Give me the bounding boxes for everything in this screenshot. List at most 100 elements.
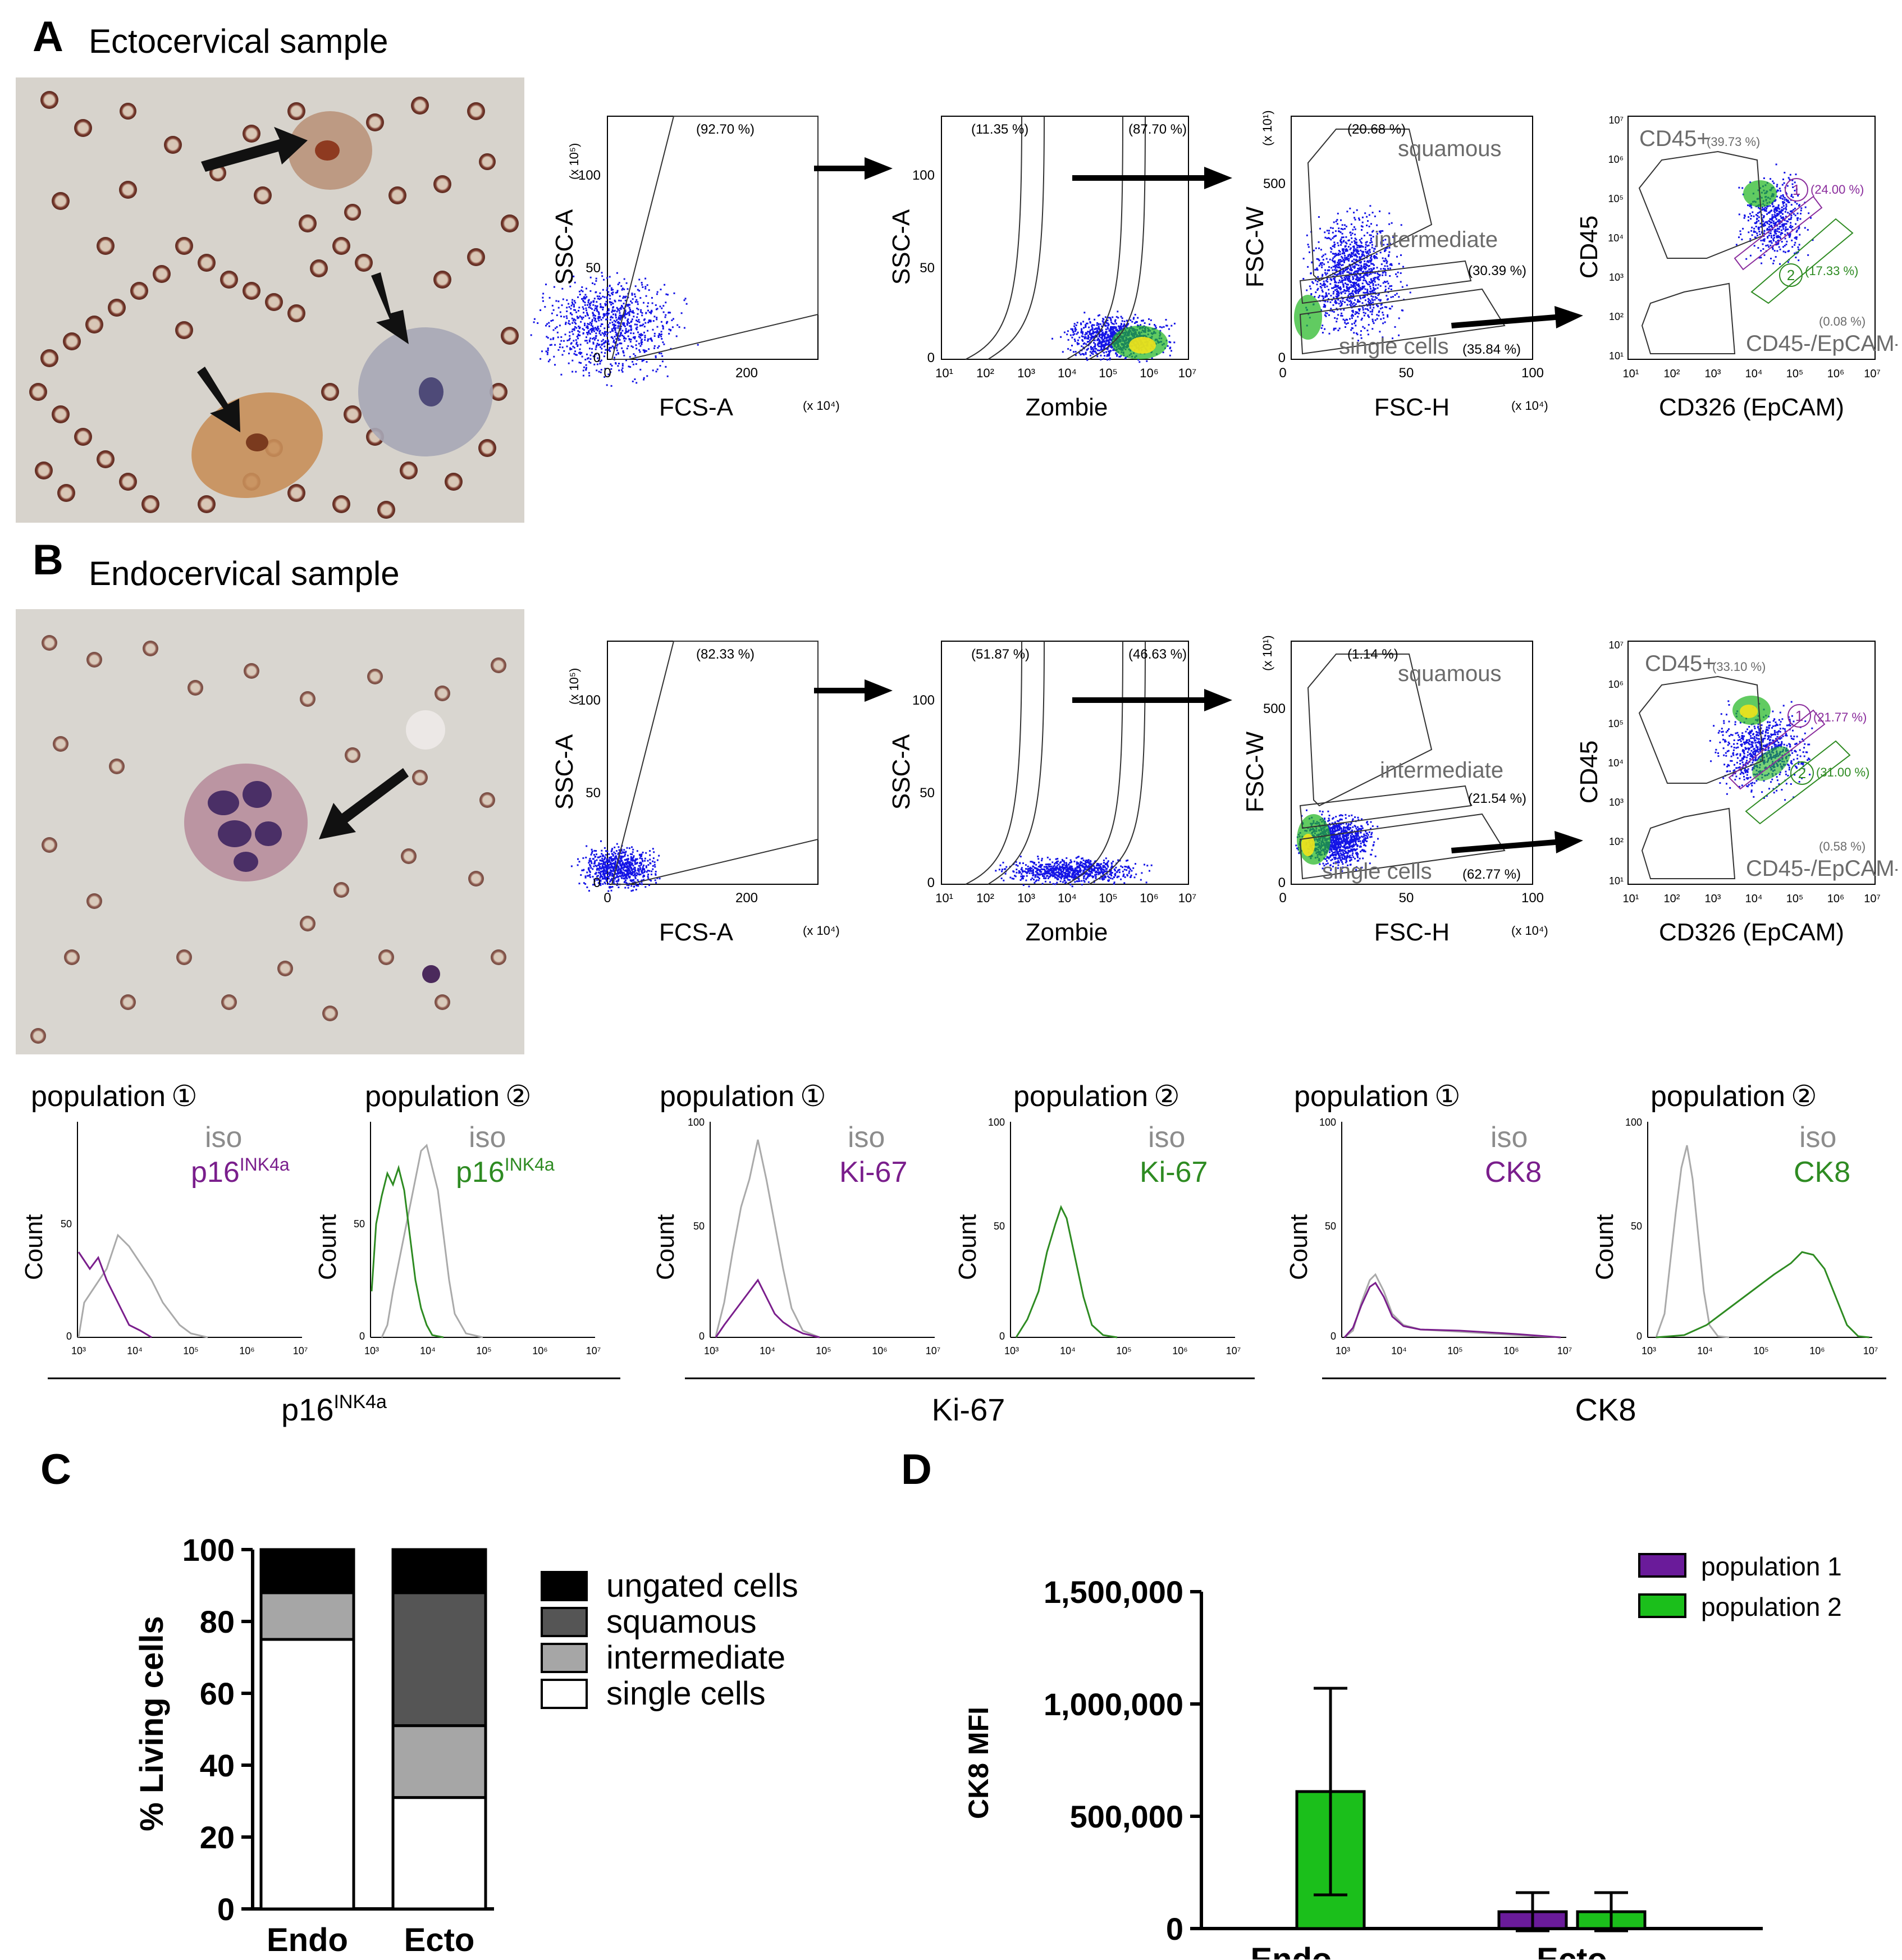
arrow-icon: [319, 768, 409, 839]
tick: 0: [1278, 350, 1286, 365]
x-axis-exponent: (x 10⁴): [1511, 399, 1548, 413]
y-tick-label: 60: [200, 1676, 235, 1711]
y-tick-label: 0: [1166, 1911, 1183, 1947]
legend-swatch: [1638, 1553, 1686, 1578]
y-axis-label: SSC-A: [551, 209, 578, 285]
histogram-panel: population ① iso p16INK4a Count 0 50 10³…: [20, 1080, 1886, 1427]
tick: 10²: [1664, 893, 1680, 905]
histogram-ck8-pop1: population ① iso CK8 Count 0 50 100 10³ …: [1285, 1080, 1572, 1356]
tick: 10⁵: [476, 1345, 491, 1356]
scatter-points: [1709, 700, 1813, 801]
tick: 10⁷: [586, 1345, 601, 1356]
tick: 10⁶: [1827, 368, 1844, 380]
population-marker: ②: [1154, 1080, 1180, 1113]
x-axis-label: CD326 (EpCAM): [1659, 394, 1844, 421]
tick: 10⁴: [1058, 366, 1077, 380]
y-axis-exponent: (x 10¹): [1260, 110, 1274, 146]
gate-percent: (0.08 %): [1819, 314, 1866, 328]
tick: 10³: [71, 1345, 86, 1356]
histogram-title: population: [31, 1080, 166, 1113]
x-axis-exponent: (x 10⁴): [803, 399, 840, 413]
micrograph-endocervical: [16, 609, 524, 1054]
legend-marker: CK8: [1485, 1156, 1542, 1189]
histogram-ki67-pop2: population ② iso Ki-67 Count 0 50 100 10…: [954, 1080, 1241, 1356]
group-label-superscript: INK4a: [333, 1391, 387, 1413]
arrow-icon: [814, 157, 893, 180]
tick: 0: [1636, 1331, 1642, 1342]
x-log-ticks: 10³ 10⁴ 10⁵ 10⁶ 10⁷: [1336, 1345, 1572, 1356]
y-tick-label: 20: [200, 1820, 235, 1855]
tick: 10⁵: [1116, 1345, 1131, 1356]
tick: 100: [688, 1117, 705, 1128]
tick: 10⁵: [1753, 1345, 1768, 1356]
scatter-dots: [995, 856, 1153, 888]
legend-marker: p16INK4a: [191, 1154, 290, 1189]
iso-histogram: [77, 1233, 208, 1338]
plot-b1: (82.33 %) SSC-A (x 10⁵) 0 50 100 0 200 F…: [551, 641, 840, 946]
tick: 10⁶: [1608, 154, 1624, 165]
y-tick-label: 40: [200, 1748, 235, 1783]
tick: 50: [1399, 890, 1414, 906]
tick: 10⁵: [183, 1345, 198, 1356]
scatter-dots: [1735, 163, 1814, 265]
legend-marker: Ki-67: [1140, 1156, 1208, 1189]
tick: 0: [359, 1331, 365, 1342]
tick: 10⁶: [1827, 893, 1844, 905]
arrow-icon: [1072, 167, 1232, 189]
population-marker: ①: [800, 1080, 826, 1113]
panel-letter-a: A: [33, 13, 63, 61]
scatter-dots: [570, 840, 661, 892]
tick: 100: [988, 1117, 1005, 1128]
tick: 10⁴: [420, 1345, 436, 1356]
x-tick-label: Ecto: [404, 1922, 475, 1958]
cell-nucleus: [315, 140, 340, 161]
gate-percent: (62.77 %): [1462, 867, 1521, 882]
legend-label: squamous: [606, 1603, 757, 1640]
histogram-title: population: [660, 1080, 794, 1113]
plot-a2: (11.35 %) (87.70 %) SSC-A 0 50 100 10¹ 1…: [888, 116, 1196, 421]
tick: 10⁶: [532, 1345, 547, 1356]
tick: 50: [920, 261, 935, 276]
legend-swatch: [541, 1679, 588, 1709]
flow-cytometry-gating: (92.70 %) SSC-A (x 10⁵) 0 50 100 0 200 F…: [530, 110, 1898, 946]
panel-b-title: Endocervical sample: [89, 555, 400, 592]
chart-d-bars: [1295, 1687, 1647, 1932]
tick: 10⁶: [1608, 679, 1624, 690]
legend-label: intermediate: [606, 1639, 785, 1676]
y-axis-label: FSC-W: [1241, 206, 1269, 287]
x-tick-label: Endo: [1251, 1941, 1332, 1959]
legend-label: population 1: [1701, 1552, 1842, 1581]
y-axis-exponent: (x 10⁵): [567, 143, 581, 180]
bar-segment: [259, 1638, 355, 1911]
population-marker: 2: [1787, 267, 1795, 284]
micrograph-ectocervical: [16, 77, 524, 523]
marker-histogram: [77, 1251, 152, 1338]
y-axis-label: CD45: [1575, 741, 1603, 804]
population-marker: 2: [1798, 765, 1806, 782]
legend-marker: CK8: [1794, 1156, 1850, 1189]
tick: 10⁶: [1809, 1345, 1825, 1356]
gate-percent: (24.00 %): [1810, 182, 1864, 197]
tick: 50: [1399, 365, 1414, 381]
tick: 10⁵: [1099, 891, 1118, 905]
marker-histogram: [1015, 1205, 1118, 1338]
gate-label: single cells: [1322, 859, 1432, 884]
tick: 10⁵: [1786, 893, 1804, 905]
tick: 10⁵: [1608, 193, 1624, 204]
tick: 10⁷: [293, 1345, 308, 1356]
arrow-icon: [814, 679, 893, 702]
y-axis-label: Count: [1591, 1214, 1618, 1280]
marker-histogram: [371, 1164, 444, 1338]
tick: 10²: [976, 366, 994, 380]
y-axis-label: Count: [1285, 1214, 1313, 1280]
group-label-ki67: Ki-67: [932, 1392, 1005, 1427]
x-log-ticks: 10³ 10⁴ 10⁵ 10⁶ 10⁷: [704, 1345, 940, 1356]
scatter-points: [530, 272, 699, 387]
panel-letter-b: B: [33, 536, 63, 584]
gate-percent: (51.87 %): [971, 647, 1030, 662]
histogram-title: population: [365, 1080, 500, 1113]
tick: 10²: [1609, 311, 1624, 322]
tick: 100: [912, 168, 935, 183]
tick: 100: [578, 693, 601, 708]
tick: 10⁴: [127, 1345, 143, 1356]
